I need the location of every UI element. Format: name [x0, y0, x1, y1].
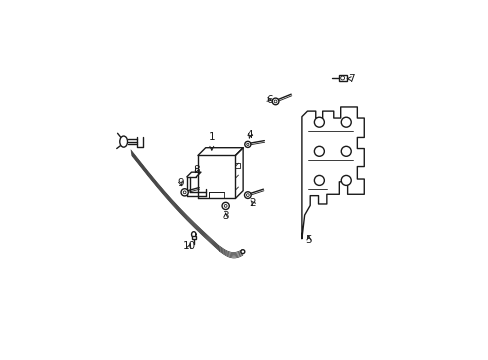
Text: 10: 10 — [183, 241, 196, 251]
Circle shape — [244, 141, 250, 148]
Circle shape — [341, 146, 350, 156]
Text: 5: 5 — [305, 235, 311, 245]
Ellipse shape — [120, 136, 127, 147]
Circle shape — [222, 202, 229, 210]
Circle shape — [314, 117, 324, 127]
Text: 6: 6 — [266, 95, 273, 105]
Circle shape — [314, 175, 324, 185]
Circle shape — [340, 76, 344, 80]
Circle shape — [272, 98, 278, 105]
Circle shape — [274, 100, 276, 103]
Circle shape — [181, 189, 188, 196]
Circle shape — [246, 143, 248, 145]
Text: 3: 3 — [222, 211, 228, 221]
Bar — [191, 236, 196, 239]
Text: 4: 4 — [246, 130, 253, 140]
Text: 8: 8 — [193, 165, 200, 175]
Circle shape — [224, 204, 226, 207]
Circle shape — [341, 117, 350, 127]
Circle shape — [314, 146, 324, 156]
Text: 7: 7 — [346, 74, 353, 84]
Text: 1: 1 — [208, 132, 215, 150]
Text: 9: 9 — [177, 178, 183, 188]
Circle shape — [241, 250, 244, 253]
Bar — [338, 75, 346, 81]
Circle shape — [246, 194, 249, 197]
Text: 2: 2 — [249, 198, 256, 208]
Circle shape — [183, 191, 185, 194]
Circle shape — [341, 175, 350, 185]
Circle shape — [244, 192, 251, 198]
